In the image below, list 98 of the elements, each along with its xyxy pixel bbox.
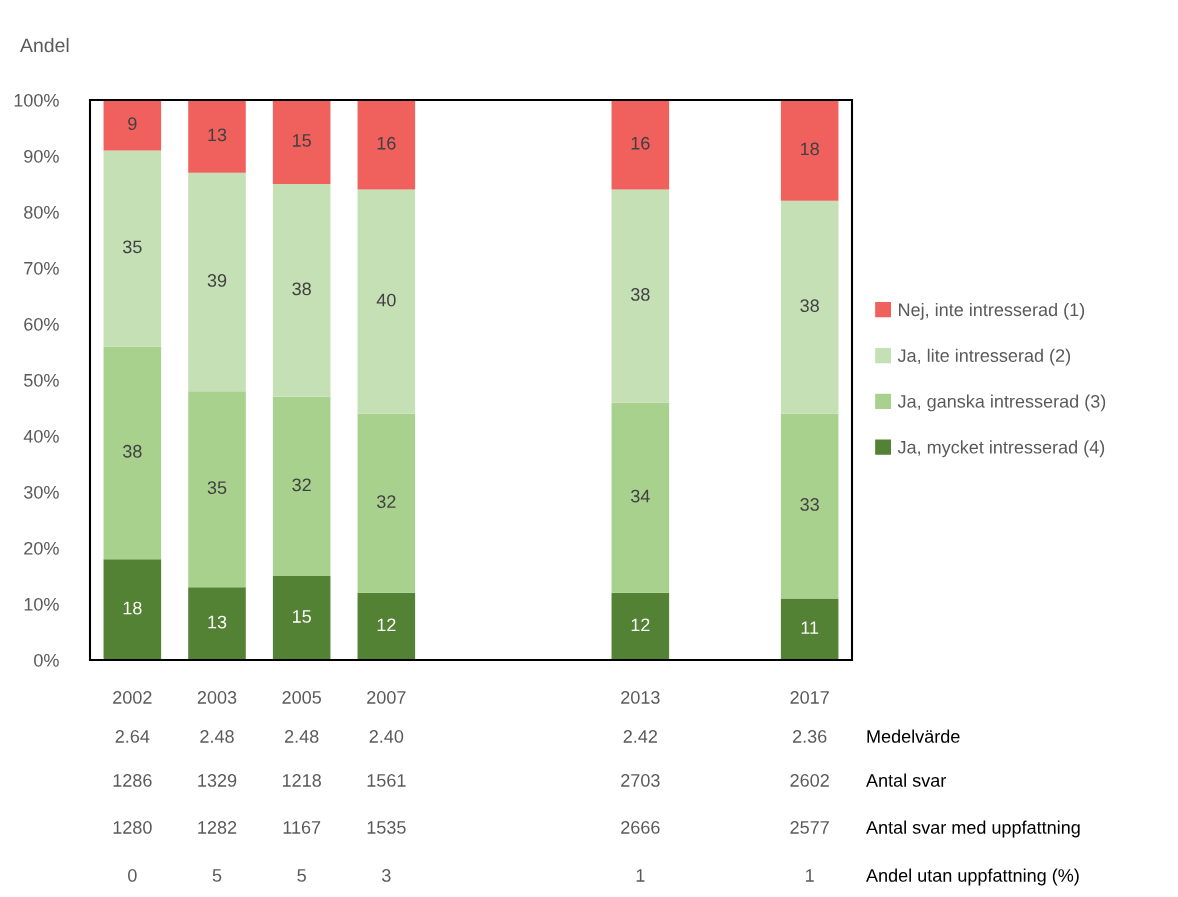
bar [272,396,331,576]
y-tick-label: 100% [14,93,59,107]
text: 2666 [621,821,660,834]
text: 2.64 [115,730,150,743]
y-tick-label: 10% [24,597,59,611]
text: Medelvärde [867,729,960,743]
y-tick-label: 40% [23,429,59,443]
x-tick-label: 2007 [367,691,406,704]
text: 0 [128,869,137,882]
bar [103,150,162,347]
bar [611,592,670,660]
y-tick-label: 90% [24,149,59,163]
y-axis-title: Andel [20,37,69,53]
bar [103,100,162,151]
bar [188,391,246,588]
bar [780,200,839,414]
bar [103,346,162,560]
y-tick-label: 60% [24,317,59,331]
text: 1535 [367,821,406,834]
text: 2.40 [369,730,404,743]
text: 1286 [113,774,152,787]
bar [780,100,839,201]
x-tick-label: 2002 [113,691,152,704]
bar [357,100,416,190]
data-label: 35 [122,240,142,254]
bar [272,576,331,660]
data-label: 34 [630,489,650,503]
bar [611,189,670,403]
data-label: 32 [292,478,311,492]
x-tick-label: 2017 [790,691,829,704]
data-label: 18 [801,142,819,156]
bar [357,413,416,593]
y-tick-label: 0% [34,653,59,667]
legend-label: Ja, ganska intresserad (3) [897,394,1106,412]
data-label: 12 [377,618,396,632]
data-label: 32 [376,495,396,509]
text: 2.48 [200,730,234,743]
bar [272,100,331,184]
text: 2703 [621,774,660,787]
bar [272,184,331,397]
text: 3 [382,869,391,882]
bar [103,559,162,660]
text: Andel utan uppfattning (%) [866,868,1079,886]
legend-label: Nej, inte intresserad (1) [899,302,1085,320]
data-label: 39 [207,274,227,287]
bar [780,598,839,660]
data-label: 40 [376,293,396,307]
data-label: 13 [208,615,227,629]
x-tick-label: 2013 [621,691,660,704]
text: 1218 [282,774,321,787]
text: Antal svar med uppfattning [866,820,1080,838]
bar [357,189,416,414]
text: 2602 [790,774,829,787]
legend-label: Ja, mycket intresserad (4) [897,440,1105,458]
bar [188,100,246,173]
bar [611,402,670,593]
data-label: 33 [800,498,819,511]
data-label: 13 [208,128,227,142]
text: 1280 [113,821,152,834]
data-label: 16 [631,136,650,150]
y-tick-label: 80% [24,205,59,219]
bar [357,592,416,660]
y-tick-label: 20% [24,541,59,555]
data-label: 9 [128,117,137,131]
text: 1561 [367,774,406,787]
data-label: 38 [800,299,819,313]
y-tick-label: 70% [24,261,59,275]
data-label: 12 [631,618,650,632]
legend-label: Ja, lite intresserad (2) [897,348,1071,366]
text: 1 [636,869,645,882]
data-label: 15 [293,610,311,623]
data-label: 11 [801,621,819,634]
text: Antal svar [866,773,946,787]
bar [611,100,670,190]
text: 2.42 [623,730,657,743]
text: 2577 [790,821,829,834]
text: 1282 [198,821,237,834]
text: 5 [297,869,306,882]
text: 1167 [283,821,321,834]
data-label: 16 [377,136,396,150]
y-tick-label: 30% [24,485,59,499]
bar [780,413,839,599]
data-label: 38 [122,444,142,458]
data-label: 38 [630,288,650,301]
bar [188,587,246,660]
text: 1329 [198,774,237,787]
x-tick-label: 2003 [197,691,237,704]
data-label: 15 [293,134,311,147]
text: 2.48 [285,730,319,743]
data-label: 35 [207,481,227,495]
x-tick-label: 2005 [282,691,321,704]
bar [188,172,246,392]
y-tick-label: 50% [24,373,59,387]
data-label: 38 [292,282,311,296]
text: 5 [212,869,222,882]
data-label: 18 [123,601,142,615]
text: 1 [806,869,814,882]
text: 2.36 [793,730,827,743]
